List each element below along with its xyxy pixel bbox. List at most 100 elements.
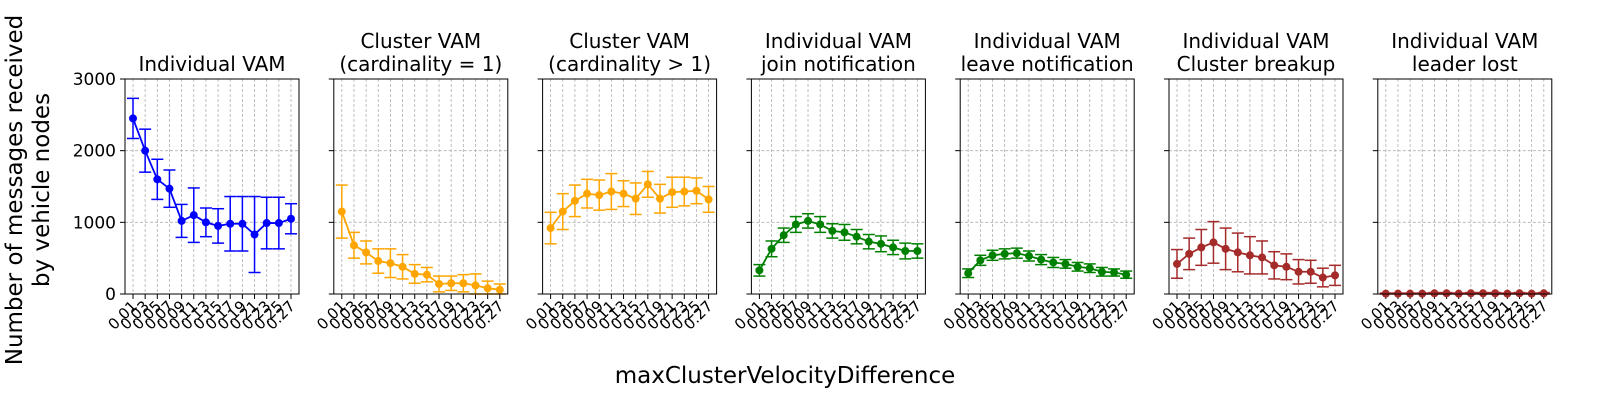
data-point	[704, 195, 713, 204]
data-point	[386, 259, 395, 268]
data-point	[214, 221, 223, 230]
data-point	[1539, 289, 1548, 298]
x-axis-label: maxClusterVelocityDifference	[615, 363, 956, 389]
data-point	[913, 247, 922, 255]
panel-1: 01000200030000.010.030.050.070.090.110.1…	[73, 52, 300, 333]
data-point	[570, 196, 579, 205]
y-tick-label: 2000	[73, 142, 116, 162]
panel-title: Cluster VAM	[569, 29, 690, 53]
data-point	[153, 175, 162, 184]
data-point	[546, 224, 555, 233]
panel-title: join notification	[760, 52, 916, 76]
data-point	[1185, 249, 1194, 258]
panel-6: 0.010.030.050.070.090.110.130.150.170.19…	[1148, 29, 1344, 333]
data-point	[483, 284, 492, 293]
data-point	[189, 211, 198, 220]
data-point	[876, 239, 885, 248]
data-point	[1073, 262, 1082, 271]
panel-title: Individual VAM	[1391, 29, 1538, 53]
data-point	[447, 279, 456, 288]
data-point	[1258, 253, 1267, 262]
data-point	[435, 279, 444, 288]
data-point	[1000, 249, 1009, 258]
data-point	[864, 237, 873, 246]
panel-title: Cluster VAM	[360, 29, 481, 53]
data-point	[1245, 251, 1254, 260]
data-point	[1197, 243, 1206, 252]
data-point	[964, 269, 973, 278]
data-point	[889, 243, 898, 252]
data-point	[643, 180, 652, 189]
data-point	[1491, 289, 1500, 298]
data-point	[1012, 249, 1021, 258]
data-point	[410, 269, 419, 278]
data-point	[558, 207, 567, 216]
panel-title: Individual VAM	[974, 29, 1121, 53]
data-point	[631, 194, 640, 203]
panel-title: (cardinality = 1)	[339, 52, 502, 76]
data-point	[226, 219, 235, 228]
panel-3: 0.010.030.050.070.090.110.130.150.170.19…	[522, 29, 718, 333]
panel-title: leader lost	[1412, 52, 1518, 76]
data-point	[1122, 270, 1131, 279]
y-tick-label: 3000	[73, 70, 116, 90]
panel-2: 0.010.030.050.070.090.110.130.150.170.19…	[313, 29, 509, 333]
y-tick-label: 1000	[73, 213, 116, 233]
data-point	[1318, 273, 1327, 282]
data-point	[1479, 289, 1488, 298]
data-point	[1209, 238, 1218, 247]
y-axis-label-line2: by vehicle nodes	[29, 93, 55, 287]
data-point	[988, 251, 997, 260]
data-point	[840, 228, 849, 237]
data-point	[1270, 261, 1279, 270]
data-point	[398, 262, 407, 271]
plot-frame	[333, 78, 509, 295]
data-point	[495, 285, 504, 294]
panel-4: 0.010.030.050.070.090.110.130.150.170.19…	[731, 29, 926, 333]
data-point	[141, 146, 150, 155]
data-point	[1331, 271, 1339, 280]
data-point	[767, 244, 776, 253]
panel-7: 0.010.030.050.070.090.110.130.150.170.19…	[1357, 29, 1553, 333]
data-point	[238, 219, 247, 228]
data-point	[1466, 289, 1475, 298]
data-point	[422, 270, 431, 279]
plot-frame	[542, 78, 718, 295]
data-point	[828, 226, 837, 235]
panel-5: 0.010.030.050.070.090.110.130.150.170.19…	[940, 29, 1135, 333]
plot-frame	[1377, 78, 1553, 295]
data-point	[262, 219, 271, 228]
data-point	[374, 257, 383, 266]
panel-title: Individual VAM	[765, 29, 912, 53]
data-point	[177, 216, 186, 225]
y-tick-label: 0	[105, 285, 116, 305]
data-point	[816, 220, 825, 229]
data-point	[459, 279, 468, 288]
data-point	[668, 188, 677, 197]
panels: 0 1000 2000 3000 0.010.030.050.070.090.110.1…	[73, 29, 1553, 333]
data-point	[471, 281, 480, 290]
data-point	[755, 266, 764, 275]
data-point	[680, 187, 689, 196]
data-point	[1037, 255, 1046, 264]
plot-frame	[750, 78, 926, 295]
data-point	[1061, 259, 1070, 268]
panel-title: Individual VAM	[1182, 29, 1329, 53]
data-point	[852, 232, 861, 241]
data-point	[791, 220, 800, 229]
data-point	[287, 214, 295, 223]
data-point	[901, 247, 910, 255]
data-point	[337, 207, 346, 216]
data-point	[1024, 252, 1033, 261]
data-point	[349, 241, 358, 250]
panel-title: leave notification	[961, 52, 1134, 76]
data-point	[655, 194, 664, 203]
data-point	[201, 218, 210, 227]
data-point	[607, 187, 616, 196]
data-point	[804, 216, 813, 225]
panel-title: Cluster breakup	[1177, 52, 1336, 76]
data-point	[1294, 267, 1303, 276]
data-point	[1430, 289, 1439, 298]
data-point	[362, 248, 371, 257]
